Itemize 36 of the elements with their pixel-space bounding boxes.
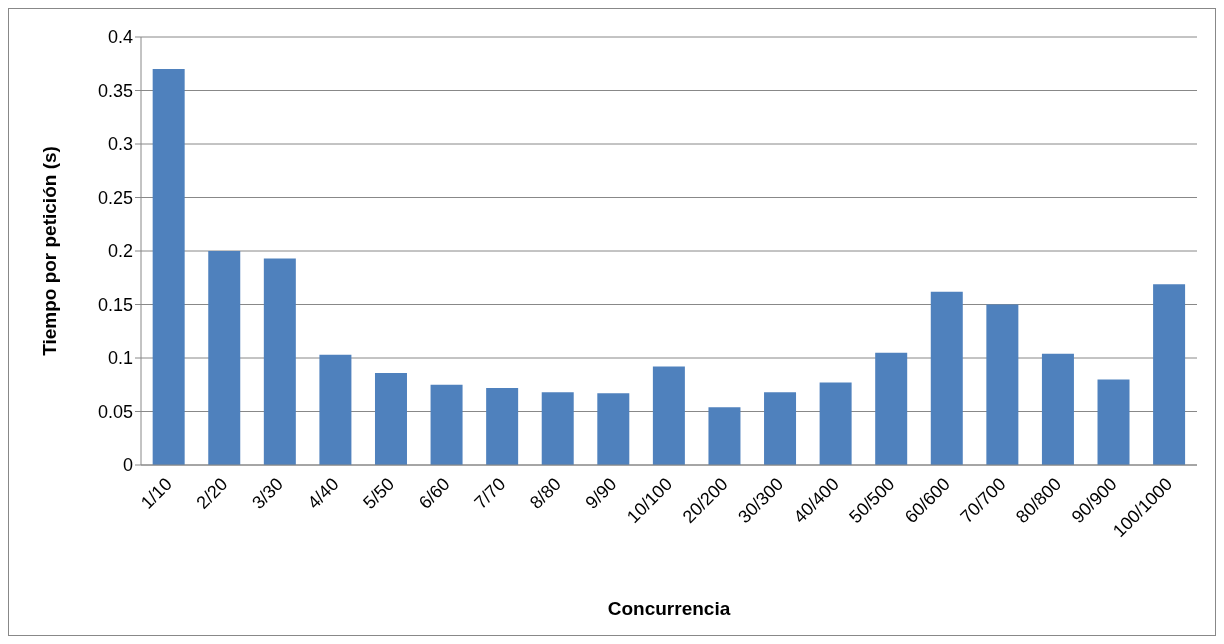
bar	[986, 304, 1019, 465]
y-tick-label: 0.05	[97, 401, 133, 422]
y-tick-label: 0.3	[107, 134, 133, 155]
y-tick-label: 0.1	[107, 348, 133, 369]
bar	[597, 393, 630, 465]
bar	[1097, 379, 1130, 465]
bar	[541, 392, 574, 465]
x-tick-label: 8/80	[525, 473, 565, 513]
bar	[208, 251, 241, 465]
y-tick-label: 0.35	[97, 80, 133, 101]
x-tick-label: 6/60	[414, 473, 454, 513]
bar	[652, 366, 685, 465]
bar	[152, 69, 185, 465]
bar	[708, 407, 741, 465]
y-axis-title: Tiempo por petición (s)	[38, 146, 60, 356]
bar	[1041, 353, 1074, 465]
y-tick-label: 0.15	[97, 294, 133, 315]
x-tick-label: 4/40	[303, 473, 343, 513]
y-tick-label: 0	[122, 455, 133, 476]
bar	[930, 291, 963, 465]
bar	[486, 387, 519, 465]
y-tick-label: 0.2	[107, 241, 133, 262]
bar	[319, 354, 352, 465]
bar	[764, 392, 797, 465]
bar	[1153, 284, 1186, 465]
x-tick-label: 3/30	[248, 473, 288, 513]
x-tick-label: 7/70	[470, 473, 510, 513]
bar	[430, 384, 463, 465]
y-tick-label: 0.25	[97, 187, 133, 208]
x-axis-title: Concurrencia	[607, 598, 731, 619]
y-tick-label: 0.4	[107, 27, 133, 48]
bar	[374, 372, 407, 465]
bar	[819, 382, 852, 465]
x-tick-label: 9/90	[581, 473, 621, 513]
bar	[875, 352, 908, 465]
bar	[263, 258, 296, 465]
